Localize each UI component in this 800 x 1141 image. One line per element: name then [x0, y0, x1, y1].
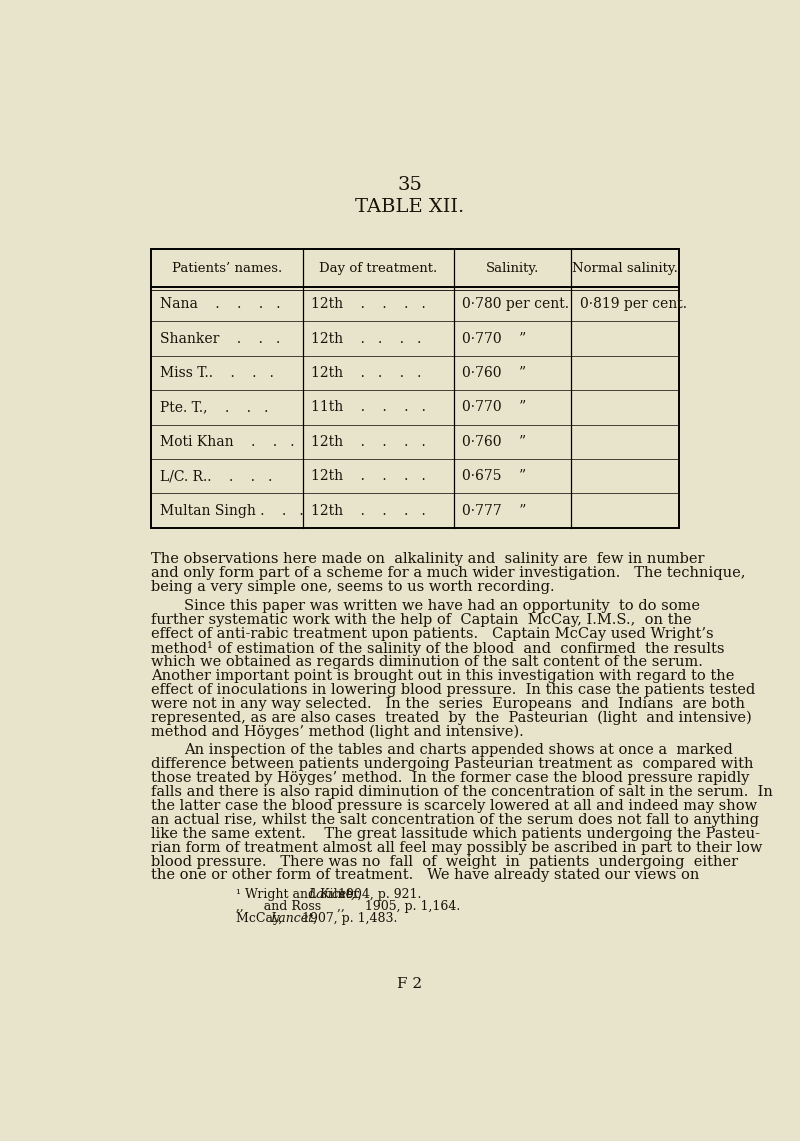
Text: 0·819 per cent.: 0·819 per cent.: [579, 297, 686, 311]
Text: The observations here made on  alkalinity and  salinity are  few in number: The observations here made on alkalinity…: [151, 552, 705, 566]
Text: Pte. T.,    .    .   .: Pte. T., . . .: [159, 400, 268, 414]
Text: method¹ of estimation of the salinity of the blood  and  confirmed  the results: method¹ of estimation of the salinity of…: [151, 641, 725, 656]
Text: 12th    .    .    .   .: 12th . . . .: [311, 297, 426, 311]
Text: 11th    .    .    .   .: 11th . . . .: [311, 400, 426, 414]
Text: 0·777    ”: 0·777 ”: [462, 503, 526, 518]
Bar: [151, 250, 679, 528]
Text: 12th    .   .    .   .: 12th . . . .: [311, 366, 422, 380]
Text: the latter case the blood pressure is scarcely lowered at all and indeed may sho: the latter case the blood pressure is sc…: [151, 799, 758, 814]
Text: falls and there is also rapid diminution of the concentration of salt in the ser: falls and there is also rapid diminution…: [151, 785, 774, 799]
Text: Day of treatment.: Day of treatment.: [319, 261, 438, 275]
Text: being a very simple one, seems to us worth recording.: being a very simple one, seems to us wor…: [151, 581, 555, 594]
Text: 0·770    ”: 0·770 ”: [462, 332, 526, 346]
Text: Normal salinity.: Normal salinity.: [572, 261, 678, 275]
Text: effect of anti-rabic treatment upon patients.   Captain McCay used Wright’s: effect of anti-rabic treatment upon pati…: [151, 628, 714, 641]
Text: McCay,: McCay,: [237, 912, 286, 925]
Text: 0·780 per cent.: 0·780 per cent.: [462, 297, 570, 311]
Text: method and Höyges’ method (light and intensive).: method and Höyges’ method (light and int…: [151, 725, 524, 738]
Text: TABLE XII.: TABLE XII.: [355, 199, 465, 217]
Text: difference between patients undergoing Pasteurian treatment as  compared with: difference between patients undergoing P…: [151, 758, 754, 771]
Text: 35: 35: [398, 176, 422, 194]
Text: were not in any way selected.   In the  series  Europeans  and  Indians  are bot: were not in any way selected. In the ser…: [151, 696, 746, 711]
Text: 0·770    ”: 0·770 ”: [462, 400, 526, 414]
Text: 12th    .   .    .   .: 12th . . . .: [311, 332, 422, 346]
Text: 12th    .    .    .   .: 12th . . . .: [311, 435, 426, 448]
Text: Since this paper was written we have had an opportunity  to do some: Since this paper was written we have had…: [184, 599, 700, 614]
Text: Nana    .    .    .   .: Nana . . . .: [159, 297, 280, 311]
Text: and only form part of a scheme for a much wider investigation.   The technique,: and only form part of a scheme for a muc…: [151, 566, 746, 581]
Text: Patients’ names.: Patients’ names.: [172, 261, 282, 275]
Text: Shanker    .    .   .: Shanker . . .: [159, 332, 280, 346]
Text: 0·760    ”: 0·760 ”: [462, 435, 526, 448]
Text: like the same extent.    The great lassitude which patients undergoing the Paste: like the same extent. The great lassitud…: [151, 827, 761, 841]
Text: Multan Singh .    .   .: Multan Singh . . .: [159, 503, 303, 518]
Text: ¹ Wright and Kilner,: ¹ Wright and Kilner,: [237, 888, 366, 900]
Text: Another important point is brought out in this investigation with regard to the: Another important point is brought out i…: [151, 669, 735, 682]
Text: 1904, p. 921.: 1904, p. 921.: [334, 888, 422, 900]
Text: 1907, p. 1,483.: 1907, p. 1,483.: [298, 912, 398, 925]
Text: rian form of treatment almost all feel may possibly be ascribed in part to their: rian form of treatment almost all feel m…: [151, 841, 763, 855]
Text: An inspection of the tables and charts appended shows at once a  marked: An inspection of the tables and charts a…: [184, 744, 733, 758]
Text: effect of inoculations in lowering blood pressure.  In this case the patients te: effect of inoculations in lowering blood…: [151, 682, 756, 697]
Text: which we obtained as regards diminution of the salt content of the serum.: which we obtained as regards diminution …: [151, 655, 703, 669]
Text: represented, as are also cases  treated  by  the  Pasteurian  (light  and intens: represented, as are also cases treated b…: [151, 711, 752, 725]
Text: an actual rise, whilst the salt concentration of the serum does not fall to anyt: an actual rise, whilst the salt concentr…: [151, 812, 759, 827]
Text: Miss T..    .    .   .: Miss T.. . . .: [159, 366, 274, 380]
Text: Salinity.: Salinity.: [486, 261, 539, 275]
Text: 0·760    ”: 0·760 ”: [462, 366, 526, 380]
Text: L/C. R..    .    .   .: L/C. R.. . . .: [159, 469, 272, 484]
Text: 0·675    ”: 0·675 ”: [462, 469, 526, 484]
Text: blood pressure.   There was no  fall  of  weight  in  patients  undergoing  eith: blood pressure. There was no fall of wei…: [151, 855, 738, 868]
Text: the one or other form of treatment.   We have already stated our views on: the one or other form of treatment. We h…: [151, 868, 700, 882]
Text: ,,     and Ross    ,,     1905, p. 1,164.: ,, and Ross ,, 1905, p. 1,164.: [237, 900, 461, 913]
Text: further systematic work with the help of  Captain  McCay, I.M.S.,  on the: further systematic work with the help of…: [151, 613, 692, 628]
Text: Lancet,: Lancet,: [308, 888, 355, 900]
Text: 12th    .    .    .   .: 12th . . . .: [311, 469, 426, 484]
Text: 12th    .    .    .   .: 12th . . . .: [311, 503, 426, 518]
Text: F 2: F 2: [398, 977, 422, 990]
Text: those treated by Höyges’ method.  In the former case the blood pressure rapidly: those treated by Höyges’ method. In the …: [151, 771, 750, 785]
Text: Moti Khan    .    .   .: Moti Khan . . .: [159, 435, 294, 448]
Text: Lancet,: Lancet,: [270, 912, 317, 925]
